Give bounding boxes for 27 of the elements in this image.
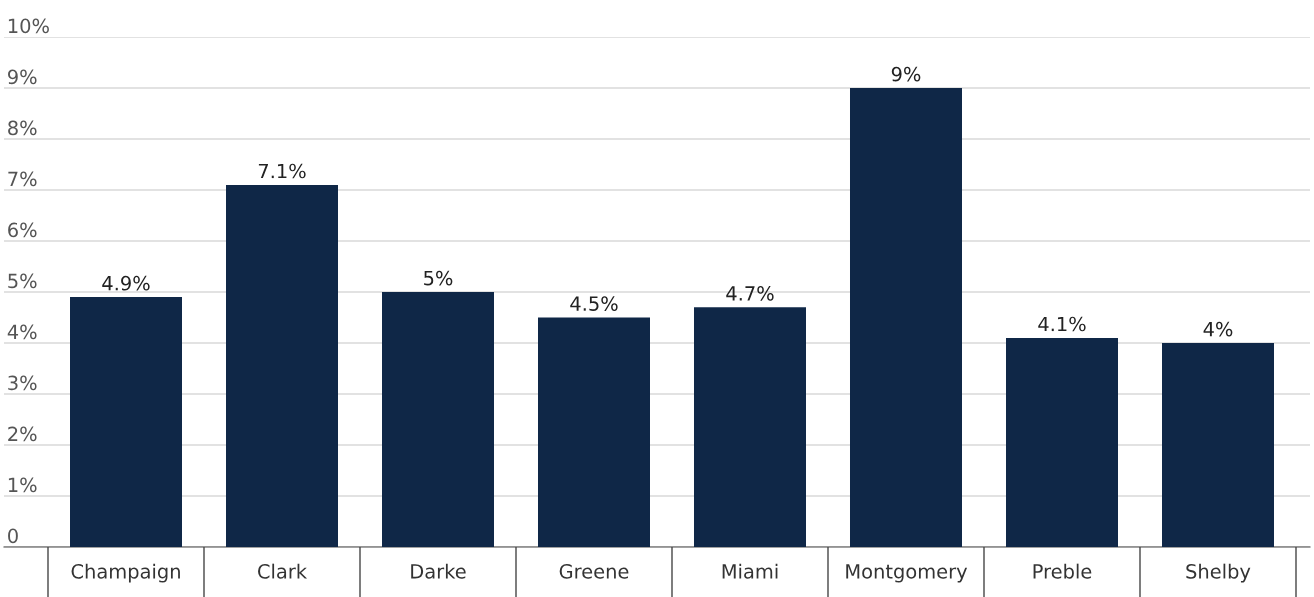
y-tick-label: 7% — [8, 171, 37, 187]
y-tick-label: 6% — [8, 222, 37, 238]
y-tick-label: 4% — [7, 324, 37, 340]
y-tick-label: 0 — [8, 528, 18, 544]
x-tick-label: Montgomery — [846, 564, 968, 583]
data-label: 4.1% — [1038, 316, 1086, 332]
data-label: 9% — [891, 66, 921, 82]
y-tick-label: 3% — [8, 375, 37, 391]
data-label: 5% — [424, 270, 453, 286]
x-tick-label: Darke — [411, 563, 466, 579]
data-label: 4.9% — [102, 275, 150, 291]
x-tick-label: Clark — [258, 563, 308, 579]
data-label: 7.1% — [258, 163, 306, 179]
x-tick-label: Miami — [722, 563, 778, 579]
y-tick-label: 10% — [8, 18, 49, 34]
x-tick-label: Champaign — [71, 563, 180, 583]
x-tick-label: Preble — [1033, 563, 1092, 579]
data-label: 4% — [1203, 321, 1233, 337]
y-tick-label: 5% — [8, 273, 37, 289]
x-tick-label: Shelby — [1186, 563, 1251, 583]
y-tick-label: 8% — [8, 120, 37, 136]
y-tick-label: 1% — [8, 477, 37, 493]
y-tick-label: 9% — [8, 69, 37, 85]
x-tick-label: Greene — [559, 564, 629, 579]
data-label: 4.5% — [570, 296, 618, 311]
data-label: 4.7% — [726, 286, 774, 301]
y-tick-label: 2% — [8, 426, 37, 442]
